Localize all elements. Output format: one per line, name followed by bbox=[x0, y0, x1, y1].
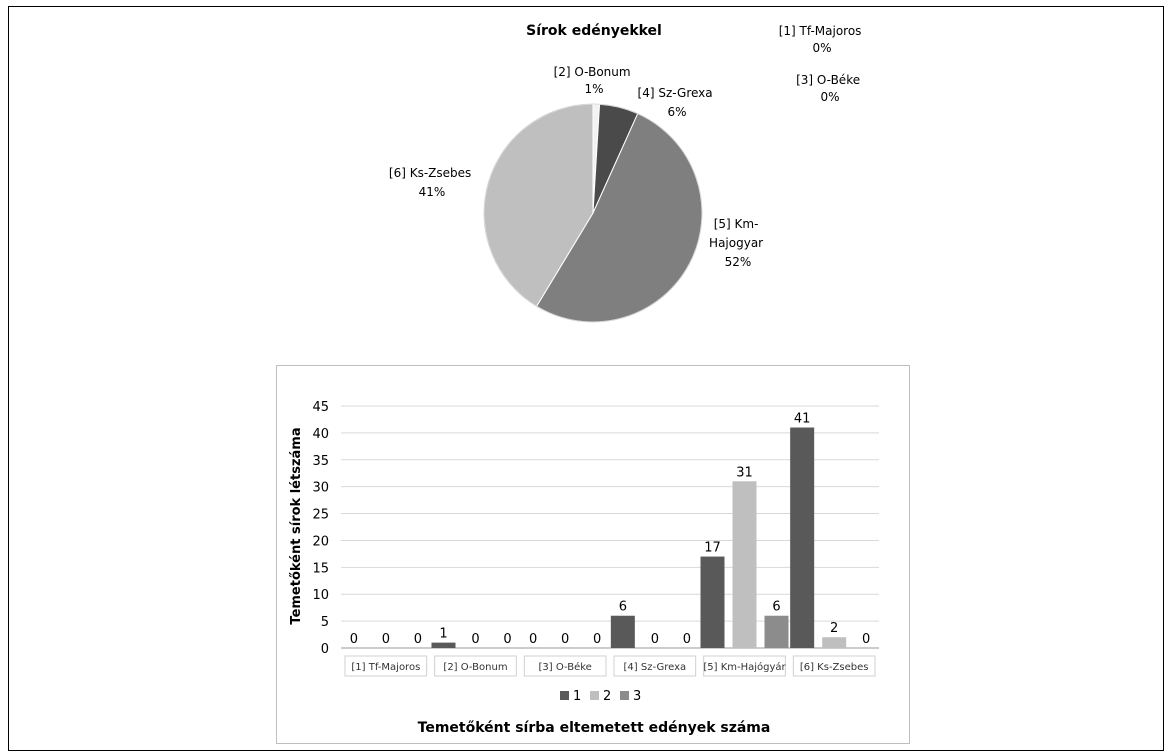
bar-series-2 bbox=[822, 637, 847, 648]
bar-data-label: 0 bbox=[414, 632, 422, 647]
bar-data-label: 0 bbox=[503, 632, 511, 647]
bar-category-label: [3] O-Béke bbox=[538, 661, 591, 673]
bar-category-label: [6] Ks-Zsebes bbox=[800, 662, 869, 673]
bar-legend-swatch bbox=[620, 691, 629, 700]
bar-data-label: 6 bbox=[619, 600, 627, 615]
bar-data-label: 0 bbox=[529, 632, 537, 647]
pie-label-line: 1% bbox=[584, 82, 603, 96]
bar-data-label: 31 bbox=[736, 465, 753, 480]
pie-label-km-hajogyar: [5] Km- Hajogyar 52% bbox=[709, 217, 767, 269]
bar-data-label: 41 bbox=[794, 412, 811, 427]
bar-category-box bbox=[434, 655, 517, 677]
bar-data-label: 0 bbox=[350, 632, 358, 647]
pie-slices bbox=[483, 103, 703, 323]
bar-data-label: 0 bbox=[561, 632, 569, 647]
bar-series-3 bbox=[764, 615, 789, 648]
bar-data-label: 0 bbox=[651, 632, 659, 647]
pie-outline bbox=[483, 103, 703, 323]
bar-category-labels: [1] Tf-Majoros [2] O-Bonum [3] O-Béke [4] S… bbox=[344, 655, 876, 677]
bar-data-label: 0 bbox=[862, 632, 870, 647]
pie-label-o-bonum: [2] O-Bonum 1% bbox=[554, 65, 635, 96]
pie-label-ks-zsebes: [6] Ks-Zsebes 41% bbox=[389, 166, 475, 199]
bar-category-box bbox=[523, 655, 607, 677]
pie-label-o-beke: [3] O-Béke 0% bbox=[796, 73, 864, 104]
bar-category-label: [1] Tf-Majoros bbox=[351, 662, 420, 673]
bar-category-label: [5] Km-Hajógyár bbox=[703, 661, 786, 673]
bar-series-1 bbox=[790, 427, 815, 648]
bar-category-box bbox=[792, 655, 876, 677]
bar-legend: 1 2 3 bbox=[560, 689, 641, 704]
bar-series-1 bbox=[431, 642, 456, 648]
pie-label-line: 41% bbox=[419, 185, 446, 199]
pie-label-tf-majoros: [1] Tf-Majoros 0% bbox=[779, 24, 866, 55]
pie-label-line: [5] Km- bbox=[714, 217, 759, 231]
bar-y-tick-label: 35 bbox=[312, 454, 329, 469]
bar-category-box bbox=[703, 655, 786, 677]
bar-data-labels: 0 0 0 1 0 0 0 0 0 6 0 0 17 31 6 41 2 0 bbox=[350, 412, 871, 647]
bar-series-1 bbox=[700, 556, 725, 648]
figure-frame bbox=[8, 6, 1164, 751]
bar-series-1 bbox=[610, 615, 635, 648]
bar-legend-label: 3 bbox=[633, 689, 641, 704]
bar-data-label: 6 bbox=[772, 600, 780, 615]
bar-y-tick-label: 10 bbox=[312, 588, 329, 603]
bar-category-box bbox=[344, 655, 428, 677]
pie-label-line: [6] Ks-Zsebes bbox=[389, 166, 471, 180]
bar-y-tick-label: 40 bbox=[312, 427, 329, 442]
pie-chart: Sírok edényekkel [1] Tf-Majoros 0% [2] O… bbox=[389, 23, 866, 323]
bar-y-tick-labels: 0 5 10 15 20 25 30 35 40 45 bbox=[312, 400, 329, 657]
bar-category-label: [4] Sz-Grexa bbox=[624, 662, 687, 673]
pie-label-line: [3] O-Béke bbox=[796, 73, 860, 87]
bar-category-label: [2] O-Bonum bbox=[443, 662, 507, 673]
bar-legend-label: 1 bbox=[573, 689, 581, 704]
pie-label-line: 0% bbox=[820, 90, 839, 104]
bar-data-label: 1 bbox=[439, 627, 447, 642]
bar-y-tick-label: 20 bbox=[312, 534, 329, 549]
pie-label-line: [1] Tf-Majoros bbox=[779, 24, 862, 38]
bar-y-axis-label: Temetőként sírok létszáma bbox=[289, 427, 304, 624]
pie-label-line: Hajogyar bbox=[709, 236, 763, 250]
bar-legend-label: 2 bbox=[603, 689, 611, 704]
bar-data-label: 0 bbox=[382, 632, 390, 647]
pie-label-line: 6% bbox=[667, 105, 686, 119]
pie-title: Sírok edényekkel bbox=[526, 23, 662, 39]
bar-legend-swatch bbox=[590, 691, 599, 700]
bar-chart-panel: 0 5 10 15 20 25 30 35 40 45 0 0 0 1 0 0 0 0 0 6 0 0 17 31 6 41 2 0… bbox=[276, 365, 910, 744]
bar-legend-swatch bbox=[560, 691, 569, 700]
bar-gridlines bbox=[341, 405, 879, 649]
bar-y-tick-label: 30 bbox=[312, 481, 329, 496]
bar-data-label: 0 bbox=[471, 632, 479, 647]
pie-label-line: [2] O-Bonum bbox=[554, 65, 631, 79]
bar-data-label: 0 bbox=[683, 632, 691, 647]
bar-data-label: 17 bbox=[704, 541, 721, 556]
bar-y-tick-label: 15 bbox=[312, 561, 329, 576]
bar-series-2 bbox=[732, 481, 757, 648]
bar-category-box bbox=[613, 655, 697, 677]
pie-label-sz-grexa: [4] Sz-Grexa 6% bbox=[638, 86, 717, 119]
bar-chart-title: Temetőként sírba eltemetett edények szám… bbox=[418, 720, 771, 736]
bar-data-label: 2 bbox=[830, 621, 838, 636]
bar-y-tick-label: 45 bbox=[312, 400, 329, 415]
pie-label-line: [4] Sz-Grexa bbox=[638, 86, 713, 100]
pie-label-line: 0% bbox=[812, 41, 831, 55]
pie-label-line: 52% bbox=[725, 255, 752, 269]
bar-y-tick-label: 5 bbox=[321, 615, 329, 630]
bar-data-label: 0 bbox=[593, 632, 601, 647]
bar-y-tick-label: 25 bbox=[312, 508, 329, 523]
bar-y-tick-label: 0 bbox=[321, 642, 329, 657]
bar-marks bbox=[431, 427, 847, 648]
